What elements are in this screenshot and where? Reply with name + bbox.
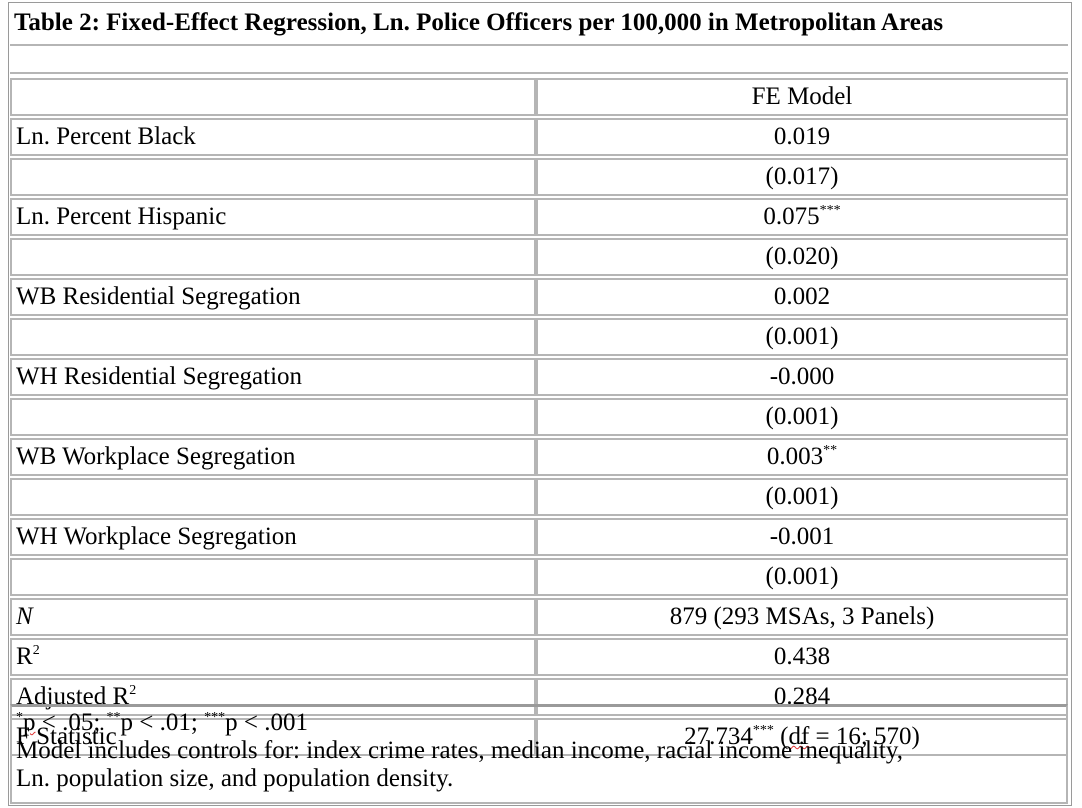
variable-label: Ln. Percent Hispanic [10, 198, 536, 236]
table-row: (0.017) [10, 158, 1068, 196]
r2-label: R [16, 643, 33, 670]
table-row: WB Residential Segregation 0.002 [10, 278, 1068, 316]
f-value-cell: 27.734*** (df = 16; 570) [536, 718, 1068, 756]
table-header-row: FE Model [10, 78, 1068, 116]
r2-value: 0.438 [536, 638, 1068, 676]
table-row: (0.001) [10, 478, 1068, 516]
significance-legend: *p < .05; **p < .01; ***p < .001 [16, 709, 1062, 737]
table-frame [8, 2, 1072, 806]
sig-star-1: * [16, 710, 23, 725]
adj-r2-superscript: 2 [129, 683, 137, 698]
coefficient-cell: 0.002 [536, 278, 1068, 316]
table-row: WB Workplace Segregation 0.003** [10, 438, 1068, 476]
table-row: WH Workplace Segregation -0.001 [10, 518, 1068, 556]
empty-label-cell [10, 398, 536, 436]
f-label: F Statistic [10, 718, 536, 756]
column-header: FE Model [536, 78, 1068, 116]
stat-row-f: F Statistic 27.734*** (df = 16; 570) [10, 718, 1068, 756]
sig-text-1: < .05; [35, 709, 107, 736]
f-df-values: = 16; 570) [809, 723, 920, 750]
empty-label-cell [10, 238, 536, 276]
coefficient: 0.003 [766, 443, 824, 470]
coefficient-cell: -0.000 [536, 358, 1068, 396]
coefficient-cell: 0.019 [536, 118, 1068, 156]
table-row: Ln. Percent Hispanic 0.075*** [10, 198, 1068, 236]
coefficient-cell: 0.003** [536, 438, 1068, 476]
table-row: Ln. Percent Black 0.019 [10, 118, 1068, 156]
table-row: (0.001) [10, 398, 1068, 436]
variable-label: WH Residential Segregation [10, 358, 536, 396]
coefficient-cell: 0.075*** [536, 198, 1068, 236]
sig-star-2: ** [106, 710, 121, 725]
standard-error: (0.001) [536, 318, 1068, 356]
empty-label-cell [10, 318, 536, 356]
variable-label: WB Residential Segregation [10, 278, 536, 316]
sig-text-2: p < .01; [120, 709, 205, 736]
table-row: (0.001) [10, 318, 1068, 356]
notes-controls-line: Model includes controls for: index crime… [16, 737, 903, 764]
standard-error: (0.017) [536, 158, 1068, 196]
coefficient: 0.002 [773, 283, 831, 310]
variable-label: WH Workplace Segregation [10, 518, 536, 556]
significance-stars: *** [819, 203, 841, 218]
f-value: 27.734 [684, 723, 753, 750]
standard-error: (0.001) [536, 558, 1068, 596]
table-notes: *p < .05; **p < .01; ***p < .001 Model i… [10, 704, 1068, 804]
header-empty-cell [10, 78, 536, 116]
empty-label-cell [10, 558, 536, 596]
sig-text-3: p < .001 [225, 709, 308, 736]
r2-label-cell: R2 [10, 638, 536, 676]
n-value: 879 (293 MSAs, 3 Panels) [536, 598, 1068, 636]
f-df-word: df [788, 723, 810, 750]
coefficient: 0.019 [773, 123, 831, 150]
title-divider [10, 44, 1068, 74]
significance-stars: ** [823, 443, 838, 458]
variable-label: Ln. Percent Black [10, 118, 536, 156]
stat-row-r2: R2 0.438 [10, 638, 1068, 676]
stat-row-n: N 879 (293 MSAs, 3 Panels) [10, 598, 1068, 636]
table-row: (0.001) [10, 558, 1068, 596]
coefficient: -0.000 [769, 363, 835, 390]
sig-p-1: p [23, 709, 36, 736]
f-df-open: ( [773, 723, 789, 750]
coefficient: -0.001 [769, 523, 835, 550]
standard-error: (0.001) [536, 478, 1068, 516]
sig-star-3: *** [204, 710, 226, 725]
table-row: (0.020) [10, 238, 1068, 276]
standard-error: (0.001) [536, 398, 1068, 436]
table-row: WH Residential Segregation -0.000 [10, 358, 1068, 396]
r2-superscript: 2 [32, 643, 40, 658]
regression-table: FE Model Ln. Percent Black 0.019 (0.017)… [10, 76, 1068, 758]
notes-controls-line-2: Ln. population size, and population dens… [16, 765, 454, 792]
f-significance-stars: *** [752, 723, 774, 738]
n-label: N [10, 598, 536, 636]
empty-label-cell [10, 158, 536, 196]
variable-label: WB Workplace Segregation [10, 438, 536, 476]
standard-error: (0.020) [536, 238, 1068, 276]
table-title: Table 2: Fixed-Effect Regression, Ln. Po… [14, 9, 944, 36]
coefficient-cell: -0.001 [536, 518, 1068, 556]
coefficient: 0.075 [763, 203, 820, 230]
empty-label-cell [10, 478, 536, 516]
